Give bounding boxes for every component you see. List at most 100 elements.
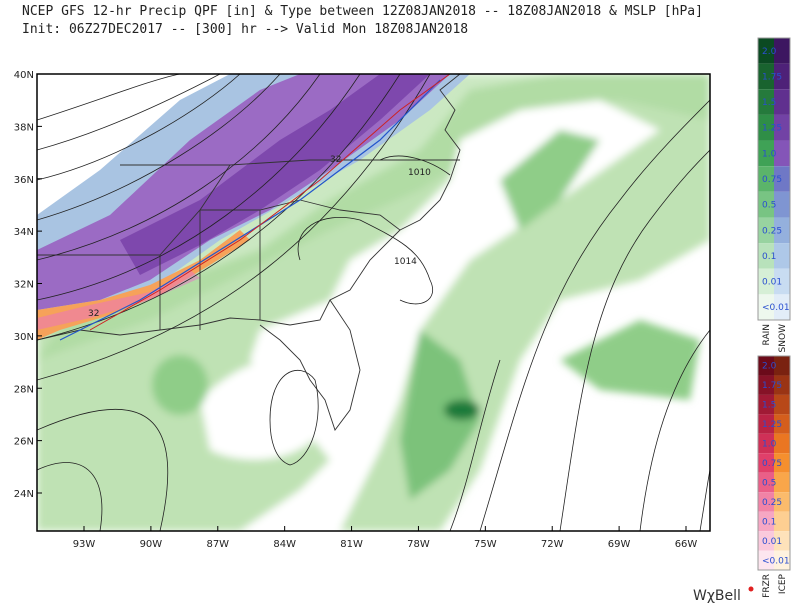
- legend-swatch: [774, 492, 790, 512]
- lat-label: 32N: [14, 280, 34, 291]
- legend-swatch: [758, 356, 774, 376]
- legend-swatch: [774, 550, 790, 570]
- lat-label: 28N: [14, 384, 34, 395]
- lon-label: 78W: [407, 539, 430, 550]
- legend-label: 0.25: [762, 226, 782, 236]
- lon-label: 87W: [206, 539, 229, 550]
- legend-label: 1.25: [762, 420, 782, 430]
- legend-swatch: [774, 63, 790, 90]
- lon-label: 69W: [608, 539, 631, 550]
- legend-label: <0.01: [762, 556, 790, 566]
- legend-swatch: [758, 453, 774, 473]
- legend-swatch: [758, 472, 774, 493]
- legend-swatch: [774, 217, 790, 244]
- lat-label: 40N: [14, 70, 34, 81]
- legend-swatch: [774, 191, 790, 218]
- legend-swatch: [774, 472, 790, 493]
- legend-swatch: [758, 550, 774, 570]
- brand-logo: WχBell: [693, 588, 741, 604]
- legend-swatch: [758, 63, 774, 90]
- legend-label: 0.75: [762, 459, 782, 469]
- legend-swatch: [758, 38, 774, 64]
- legend-swatch: [758, 394, 774, 415]
- legend-swatch: [758, 217, 774, 244]
- lat-label: 26N: [14, 437, 34, 448]
- legend-label: 0.1: [762, 517, 776, 527]
- map-frame: [36, 73, 711, 532]
- lon-label: 93W: [73, 539, 96, 550]
- legend-label: 1.0: [762, 149, 777, 159]
- lat-label: 34N: [14, 227, 34, 238]
- lon-label: 81W: [340, 539, 363, 550]
- legend-type-label: FRZR: [762, 574, 772, 598]
- legend-label: 2.0: [762, 362, 777, 372]
- legend-swatch: [774, 356, 790, 376]
- legend-swatch: [774, 114, 790, 141]
- legend-swatch: [758, 166, 774, 192]
- legend-swatch: [758, 433, 774, 454]
- isotherm-label: 32: [88, 309, 99, 319]
- legend-swatch: [774, 394, 790, 415]
- isobar-label: 1014: [394, 257, 417, 267]
- legend-swatch: [758, 492, 774, 512]
- legend-label: 1.75: [762, 381, 782, 391]
- legend-label: 1.75: [762, 72, 782, 82]
- legend-swatch: [758, 531, 774, 551]
- title-line-2: Init: 06Z27DEC2017 -- [300] hr --> Valid…: [22, 22, 468, 37]
- legend-label: 1.5: [762, 401, 776, 411]
- legend-swatch: [758, 191, 774, 218]
- legend-swatch: [774, 433, 790, 454]
- legend-swatch: [774, 166, 790, 192]
- legend-swatch: [758, 294, 774, 320]
- legend-swatch: [774, 268, 790, 295]
- legend-swatch: [774, 38, 790, 64]
- legend-frame: [757, 37, 791, 321]
- lon-label: 72W: [541, 539, 564, 550]
- legend-swatch: [758, 511, 774, 532]
- brand-dot: [748, 586, 754, 592]
- legend-swatch: [774, 453, 790, 473]
- legend-label: 1.0: [762, 440, 777, 450]
- legend-swatch: [774, 375, 790, 395]
- legend-swatch: [774, 140, 790, 167]
- legend-label: 0.01: [762, 537, 782, 547]
- legend-swatch: [758, 243, 774, 269]
- legend-label: 0.5: [762, 201, 776, 211]
- legend-swatch: [758, 89, 774, 115]
- legend-swatch: [758, 268, 774, 295]
- title-line-1: NCEP GFS 12-hr Precip QPF [in] & Type be…: [22, 4, 703, 19]
- lat-label: 38N: [14, 122, 34, 133]
- legend-swatch: [758, 140, 774, 167]
- lat-label: 24N: [14, 489, 34, 500]
- legend-type-label: RAIN: [762, 324, 772, 345]
- legend-swatch: [758, 375, 774, 395]
- lon-label: 84W: [273, 539, 296, 550]
- lon-label: 75W: [474, 539, 497, 550]
- legend-label: 1.25: [762, 124, 782, 134]
- legend-swatch: [758, 414, 774, 434]
- isotherm-label: 32: [330, 155, 341, 165]
- lat-label: 36N: [14, 175, 34, 186]
- legend-swatch: [774, 414, 790, 434]
- legend-label: 0.1: [762, 252, 776, 262]
- legend-frame: [757, 355, 791, 571]
- legend-swatch: [774, 89, 790, 115]
- legend-label: 0.75: [762, 175, 782, 185]
- legend-label: <0.01: [762, 303, 790, 313]
- legend-label: 2.0: [762, 47, 777, 57]
- legend-swatch: [774, 511, 790, 532]
- legend-swatch: [758, 114, 774, 141]
- lon-label: 66W: [675, 539, 698, 550]
- legend-swatch: [774, 531, 790, 551]
- legend-label: 0.25: [762, 498, 782, 508]
- lat-label: 30N: [14, 332, 34, 343]
- legend-label: 0.01: [762, 278, 782, 288]
- isobar-label: 1010: [408, 168, 431, 178]
- legend-label: 1.5: [762, 98, 776, 108]
- lon-label: 90W: [140, 539, 163, 550]
- legend-swatch: [774, 243, 790, 269]
- legend-label: 0.5: [762, 478, 776, 488]
- legend-swatch: [774, 294, 790, 320]
